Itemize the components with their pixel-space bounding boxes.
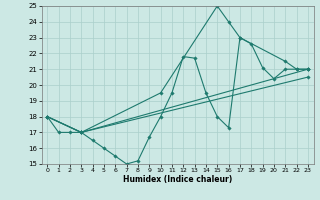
X-axis label: Humidex (Indice chaleur): Humidex (Indice chaleur)	[123, 175, 232, 184]
